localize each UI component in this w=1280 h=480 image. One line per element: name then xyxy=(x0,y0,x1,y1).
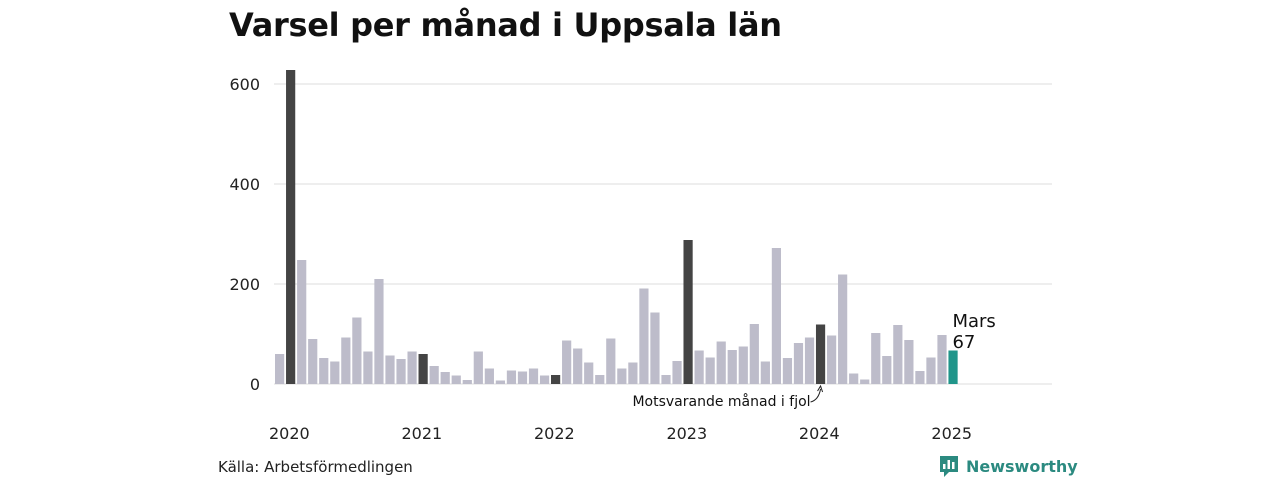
x-tick-label: 2022 xyxy=(534,424,575,443)
bar xyxy=(871,333,881,384)
bar xyxy=(683,240,693,384)
bar xyxy=(396,359,406,384)
y-tick-label: 200 xyxy=(229,275,260,294)
annotation-arrowhead xyxy=(817,384,824,393)
bar xyxy=(617,368,627,384)
bar xyxy=(451,375,461,384)
bar xyxy=(418,354,428,384)
bar xyxy=(595,375,605,384)
y-tick-label: 600 xyxy=(229,75,260,94)
bar xyxy=(849,373,859,384)
bar xyxy=(650,312,660,384)
x-axis-ticks: 2020 2021 2022 2023 2024 2025 xyxy=(269,424,972,443)
bar xyxy=(528,368,539,384)
bar xyxy=(319,358,329,384)
gridlines xyxy=(274,83,1052,385)
bar xyxy=(606,338,616,384)
bar xyxy=(827,335,837,384)
x-tick-label: 2020 xyxy=(269,424,310,443)
bar xyxy=(341,337,351,384)
page-title: Varsel per månad i Uppsala län xyxy=(229,6,782,44)
bar xyxy=(639,288,649,384)
bar xyxy=(694,350,704,384)
bar xyxy=(915,371,925,384)
current-value-label: 67 xyxy=(952,332,975,353)
bar xyxy=(374,279,384,384)
bar xyxy=(904,340,914,384)
bar xyxy=(738,346,748,384)
bar xyxy=(926,357,936,384)
brand[interactable]: Newsworthy xyxy=(938,454,1078,478)
bar xyxy=(462,380,472,384)
bar xyxy=(551,375,561,384)
bar xyxy=(495,380,505,384)
annotation-label: Motsvarande månad i fjol xyxy=(632,393,810,410)
bar xyxy=(363,351,373,384)
bar xyxy=(860,379,870,384)
bar xyxy=(749,324,759,384)
bar xyxy=(716,341,726,384)
bar xyxy=(815,324,826,384)
bar xyxy=(473,351,483,384)
x-tick-label: 2021 xyxy=(401,424,442,443)
bar xyxy=(771,248,781,384)
bar xyxy=(308,339,318,384)
bar xyxy=(838,274,848,384)
bar xyxy=(793,343,804,384)
bar xyxy=(628,362,638,384)
bar xyxy=(727,350,737,384)
bar xyxy=(286,70,296,384)
x-tick-label: 2024 xyxy=(799,424,840,443)
brand-label: Newsworthy xyxy=(966,456,1078,476)
bar xyxy=(882,356,892,384)
bar xyxy=(385,355,395,384)
bar xyxy=(948,350,958,384)
bar xyxy=(782,358,793,384)
bars xyxy=(275,70,958,384)
y-tick-label: 400 xyxy=(229,175,260,194)
bar xyxy=(297,260,307,384)
bar xyxy=(352,317,362,384)
bar xyxy=(275,354,285,384)
bar xyxy=(440,372,450,384)
bar xyxy=(661,375,671,384)
bar xyxy=(937,335,947,384)
bar-chart: 0 200 400 600 2020 2021 2022 2023 2024 2025 Mars… xyxy=(229,70,1052,443)
bar xyxy=(407,351,417,384)
bar xyxy=(539,375,550,384)
bar xyxy=(893,325,903,384)
bar xyxy=(760,361,770,384)
bar xyxy=(517,371,528,384)
y-tick-label: 0 xyxy=(250,375,260,394)
bar xyxy=(573,348,583,384)
bar xyxy=(429,366,439,384)
annotation-arrow xyxy=(810,388,822,403)
bar xyxy=(584,362,594,384)
bar xyxy=(562,340,572,384)
x-tick-label: 2023 xyxy=(666,424,707,443)
current-month-label: Mars xyxy=(952,311,995,332)
x-tick-label: 2025 xyxy=(931,424,972,443)
source-note: Källa: Arbetsförmedlingen xyxy=(218,458,413,476)
bar xyxy=(484,368,494,384)
bar xyxy=(506,370,517,384)
bar xyxy=(330,361,340,384)
bar xyxy=(672,361,682,384)
bar xyxy=(804,337,815,384)
y-axis-ticks: 0 200 400 600 xyxy=(229,75,260,394)
bar xyxy=(705,357,715,384)
newsworthy-logo-icon xyxy=(940,456,958,477)
